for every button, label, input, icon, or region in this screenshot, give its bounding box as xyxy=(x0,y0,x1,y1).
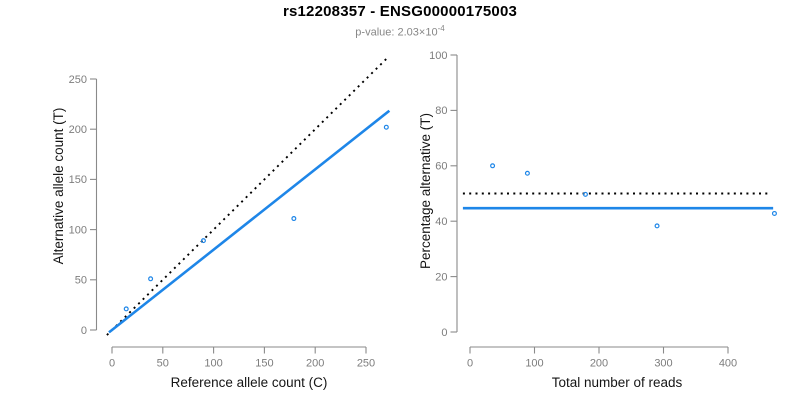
x-tick-label: 50 xyxy=(157,358,169,370)
plot-header: rs12208357 - ENSG00000175003 p-value: 2.… xyxy=(0,0,800,39)
y-tick-label: 250 xyxy=(69,74,87,86)
x-tick-label: 400 xyxy=(719,358,737,370)
data-point xyxy=(582,191,588,197)
data-point xyxy=(148,276,154,282)
y-tick-label: 60 xyxy=(435,161,447,173)
left-chart: 0 50 100 150 200 250 0 50 100 150 200 250 Reference … xyxy=(51,58,391,390)
pvalue-text: p-value: 2.03×10 xyxy=(355,26,438,39)
data-point xyxy=(291,216,297,222)
x-tick-label: 100 xyxy=(204,358,222,370)
y-tick-label: 100 xyxy=(69,224,87,236)
x-tick-label: 250 xyxy=(357,358,375,370)
y-tick-label: 0 xyxy=(81,325,87,337)
y-tick-label: 40 xyxy=(435,216,447,228)
right-chart: 0 20 40 60 80 100 0 100 200 300 400 Total number of… xyxy=(418,50,777,390)
y-axis-title: Percentage alternative (T) xyxy=(418,113,433,269)
plot-title: rs12208357 - ENSG00000175003 xyxy=(282,3,518,20)
y-tick-label: 100 xyxy=(429,50,447,62)
x-tick-label: 200 xyxy=(590,358,608,370)
plot-subtitle: p-value: 2.03×10-4 xyxy=(0,24,800,39)
data-point xyxy=(524,170,530,176)
x-tick-label: 300 xyxy=(654,358,672,370)
x-tick-label: 0 xyxy=(467,358,473,370)
data-point xyxy=(654,223,660,229)
y-tick-label: 80 xyxy=(435,105,447,117)
x-tick-label: 150 xyxy=(255,358,273,370)
y-tick-label: 50 xyxy=(75,275,87,287)
x-tick-label: 0 xyxy=(109,358,115,370)
x-tick-label: 200 xyxy=(306,358,324,370)
data-point xyxy=(383,124,389,130)
data-point xyxy=(200,238,206,244)
y-axis-title: Alternative allele count (T) xyxy=(51,108,66,265)
x-axis-title: Total number of reads xyxy=(552,375,683,390)
x-axis-title: Reference allele count (C) xyxy=(171,375,328,390)
data-point xyxy=(771,210,777,216)
y-tick-label: 20 xyxy=(435,271,447,283)
data-point xyxy=(490,163,496,169)
fit-line xyxy=(108,109,391,334)
y-tick-label: 150 xyxy=(69,174,87,186)
identity-line xyxy=(106,58,387,336)
x-tick-label: 100 xyxy=(525,358,543,370)
data-point xyxy=(123,306,129,312)
y-tick-label: 200 xyxy=(69,124,87,136)
pvalue-exponent: -4 xyxy=(437,24,445,33)
y-tick-label: 0 xyxy=(441,327,447,339)
